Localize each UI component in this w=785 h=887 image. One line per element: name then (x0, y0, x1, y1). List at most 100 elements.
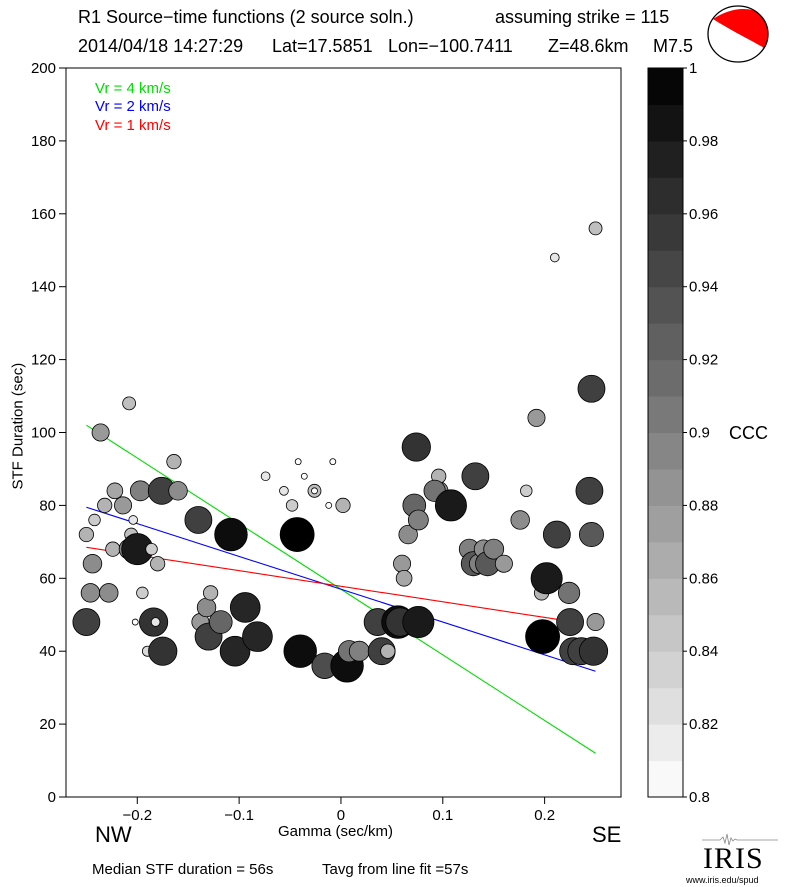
data-point (229, 592, 261, 623)
data-point (203, 585, 219, 601)
data-point (129, 480, 151, 502)
colorbar-swatch (648, 104, 683, 142)
iris-logo-icon (702, 833, 778, 846)
colorbar-swatch (648, 651, 683, 689)
data-point (335, 497, 351, 513)
data-point (150, 617, 161, 627)
colorbar-tick-label: 0.88 (689, 497, 718, 514)
data-point (294, 458, 302, 466)
colorbar-swatch (648, 359, 683, 397)
colorbar-swatch (648, 541, 683, 579)
colorbar-swatch (648, 140, 683, 178)
data-point (283, 634, 317, 668)
data-point (128, 515, 139, 525)
data-point (114, 496, 133, 515)
data-point (136, 586, 149, 600)
data-point (78, 526, 94, 543)
x-tick-label: −0.1 (224, 807, 254, 824)
data-point (348, 640, 370, 662)
data-point (542, 520, 571, 549)
colorbar-swatch (648, 578, 683, 616)
x-tick-label: −0.2 (122, 807, 152, 824)
y-tick-label: 180 (31, 133, 56, 150)
colorbar-tick-label: 0.92 (689, 352, 718, 369)
colorbar-swatch (648, 614, 683, 652)
beachball-compression (713, 9, 768, 51)
data-point (219, 635, 251, 667)
data-point (407, 509, 429, 531)
iris-url: www.iris.edu/spud (686, 875, 759, 885)
x-tick-label: 0.1 (432, 807, 453, 824)
data-point (461, 462, 490, 491)
data-point (300, 472, 308, 480)
colorbar-swatch (648, 396, 683, 433)
y-tick-label: 40 (39, 643, 56, 660)
data-point (402, 606, 435, 639)
data-point (260, 471, 271, 482)
colorbar-swatch (648, 286, 683, 324)
y-tick-label: 80 (39, 497, 56, 514)
data-point (434, 489, 467, 522)
data-point (483, 538, 505, 560)
colorbar-tick-label: 0.9 (689, 425, 710, 442)
event-depth: Z=48.6km (548, 36, 629, 56)
data-point (88, 513, 101, 527)
data-point (82, 554, 103, 574)
tavg-text: Tavg from line fit =57s (322, 861, 469, 878)
data-point (398, 524, 418, 545)
colorbar-tick-label: 0.86 (689, 570, 718, 587)
strike-label: assuming strike = 115 (495, 7, 670, 27)
data-point (145, 542, 158, 556)
data-point (530, 562, 563, 595)
data-point (525, 619, 560, 655)
median-stf-text: Median STF duration = 56s (92, 861, 274, 878)
colorbar-swatch (648, 505, 683, 543)
colorbar-swatch (648, 323, 683, 361)
data-point (557, 581, 581, 604)
data-point (556, 608, 584, 636)
direction-se: SE (592, 822, 622, 847)
colorbar-swatch (648, 177, 683, 215)
y-tick-label: 100 (31, 425, 56, 442)
y-axis-label: STF Duration (sec) (9, 362, 27, 490)
data-point (91, 423, 110, 442)
data-point (329, 458, 337, 466)
colorbar-swatch (648, 724, 683, 762)
data-point (578, 636, 609, 666)
colorbar-tick-label: 0.96 (689, 206, 718, 223)
data-point (80, 583, 101, 603)
data-point (577, 374, 606, 403)
data-point (588, 221, 603, 236)
data-point (214, 517, 248, 552)
data-point (527, 408, 546, 427)
data-point (285, 499, 299, 512)
x-tick-label: 0.2 (534, 807, 555, 824)
data-point (122, 396, 137, 411)
data-point (208, 610, 233, 634)
colorbar-swatch (648, 213, 683, 251)
data-point (99, 583, 119, 603)
direction-nw: NW (95, 822, 132, 847)
data-point (393, 554, 412, 573)
data-point (578, 522, 604, 548)
y-tick-label: 120 (31, 352, 56, 369)
data-point (166, 454, 182, 470)
title-line-1: R1 Source−time functions (2 source soln.… (78, 7, 414, 27)
data-point (520, 484, 533, 498)
data-point (401, 432, 431, 462)
data-point (586, 613, 605, 632)
data-point (72, 608, 101, 636)
data-point (97, 497, 113, 513)
y-tick-label: 200 (31, 60, 56, 77)
colorbar-label: CCC (729, 423, 768, 443)
event-date: 2014/04/18 14:27:29 (78, 36, 244, 56)
data-point (550, 252, 560, 263)
colorbar-tick-label: 1 (689, 60, 697, 77)
data-point (105, 541, 121, 557)
data-point (510, 510, 530, 530)
y-tick-label: 160 (31, 206, 56, 223)
colorbar-swatch (648, 250, 683, 288)
x-axis-label: Gamma (sec/km) (278, 823, 394, 840)
y-tick-label: 20 (39, 716, 56, 733)
